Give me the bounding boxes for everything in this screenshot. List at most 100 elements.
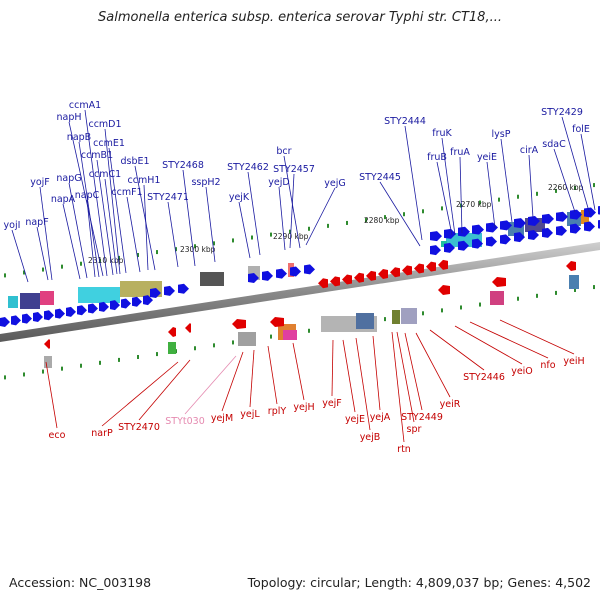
label-lines xyxy=(11,109,596,443)
kbp-label: 2260 kbp xyxy=(548,183,584,192)
forward-gene-arrow xyxy=(584,221,595,232)
top-leader-line xyxy=(283,155,301,249)
tick-dot xyxy=(118,255,120,260)
feature-box xyxy=(569,275,579,289)
top-gene-label: sdaC xyxy=(542,139,566,150)
feature-box xyxy=(78,287,120,303)
bottom-leader-line xyxy=(101,361,179,427)
forward-gene-arrow xyxy=(0,317,10,327)
top-leader-line xyxy=(289,173,295,249)
top-gene-label: sspH2 xyxy=(191,177,220,188)
reverse-gene-arrow xyxy=(270,317,284,327)
forward-gene-arrow xyxy=(486,222,498,233)
forward-gene-arrow xyxy=(570,209,582,220)
feature-box xyxy=(20,293,40,309)
tick-dot xyxy=(80,261,82,266)
bottom-gene-label: rtn xyxy=(397,444,411,455)
forward-gene-arrow xyxy=(22,313,32,324)
feature-box xyxy=(238,332,256,346)
tick-dot xyxy=(346,220,348,225)
forward-gene-arrow xyxy=(121,298,131,309)
top-leader-line xyxy=(86,199,96,278)
tick-dot xyxy=(498,197,500,202)
forward-gene-arrow xyxy=(33,311,43,322)
top-leader-line xyxy=(84,109,108,277)
forward-gene-arrow xyxy=(66,306,76,317)
top-leader-line xyxy=(62,203,81,280)
tick-dot xyxy=(137,354,139,359)
tick-dot xyxy=(593,285,595,290)
bottom-gene-label: STY2446 xyxy=(463,372,505,383)
tick-dot xyxy=(270,232,272,237)
tick-dot xyxy=(61,264,63,269)
bottom-leader-line xyxy=(396,331,415,423)
forward-gene-arrow xyxy=(88,303,98,314)
bottom-leader-line xyxy=(404,332,423,411)
bottom-leader-line xyxy=(221,351,244,412)
bottom-leader-line xyxy=(267,345,278,405)
tick-dot xyxy=(42,267,44,272)
gene-arrows xyxy=(0,206,600,349)
forward-gene-arrow xyxy=(556,225,567,236)
reverse-gene-arrow xyxy=(168,327,176,337)
top-leader-line xyxy=(11,229,29,283)
bottom-leader-line xyxy=(499,319,575,355)
forward-gene-arrow xyxy=(290,266,301,277)
tick-dot xyxy=(593,183,595,188)
forward-gene-arrow xyxy=(486,236,497,247)
top-gene-label: napH xyxy=(56,112,81,123)
bottom-gene-label: spr xyxy=(407,424,422,435)
forward-gene-arrow xyxy=(514,218,526,229)
bottom-gene-label: yeiO xyxy=(511,366,533,377)
top-gene-label: cirA xyxy=(520,145,539,156)
forward-gene-arrow xyxy=(11,315,21,326)
top-leader-line xyxy=(528,154,534,219)
tick-dot xyxy=(156,352,158,357)
tick-dot xyxy=(536,293,538,298)
forward-gene-arrow xyxy=(132,296,142,307)
forward-gene-arrow xyxy=(500,234,511,245)
top-gene-label: STY2445 xyxy=(359,172,401,183)
bottom-leader-line xyxy=(355,337,371,431)
tick-dot xyxy=(479,200,481,205)
tick-dot xyxy=(441,206,443,211)
forward-gene-arrow xyxy=(472,224,484,235)
map-title: Salmonella enterica subsp. enterica sero… xyxy=(98,10,502,25)
tick-dot xyxy=(479,302,481,307)
forward-gene-arrow xyxy=(44,310,54,321)
top-leader-line xyxy=(96,159,114,276)
kbp-label: 2310 kbp xyxy=(88,256,124,265)
top-leader-line xyxy=(278,186,286,251)
bottom-gene-label: nfo xyxy=(540,360,555,371)
feature-box xyxy=(283,330,297,340)
tick-dot xyxy=(42,369,44,374)
top-gene-label: napC xyxy=(75,190,100,201)
bottom-leader-line xyxy=(469,321,549,359)
chromosome-backbone xyxy=(0,242,600,342)
top-gene-label: STY2457 xyxy=(273,164,315,175)
forward-gene-arrow xyxy=(528,216,540,227)
tick-dot xyxy=(460,305,462,310)
forward-gene-arrow xyxy=(150,288,161,298)
tick-dot xyxy=(422,311,424,316)
reverse-gene-arrow xyxy=(438,259,448,270)
forward-gene-arrow xyxy=(542,227,553,238)
top-leader-line xyxy=(68,121,104,277)
reverse-gene-arrow xyxy=(390,267,400,278)
forward-gene-arrow xyxy=(458,240,469,251)
forward-gene-arrow xyxy=(276,268,287,279)
top-leader-line xyxy=(379,181,421,247)
tick-dot xyxy=(327,223,329,228)
top-leader-line xyxy=(238,201,251,259)
feature-box xyxy=(8,296,18,308)
forward-gene-arrow xyxy=(304,264,315,275)
top-leader-line xyxy=(404,125,423,241)
top-gene-label: STY2468 xyxy=(162,160,204,171)
top-leader-line xyxy=(486,161,496,229)
top-gene-label: napF xyxy=(25,217,48,228)
feature-box xyxy=(401,308,417,324)
reverse-gene-arrow xyxy=(185,323,191,333)
tick-dot xyxy=(574,185,576,190)
tick-dot xyxy=(308,226,310,231)
